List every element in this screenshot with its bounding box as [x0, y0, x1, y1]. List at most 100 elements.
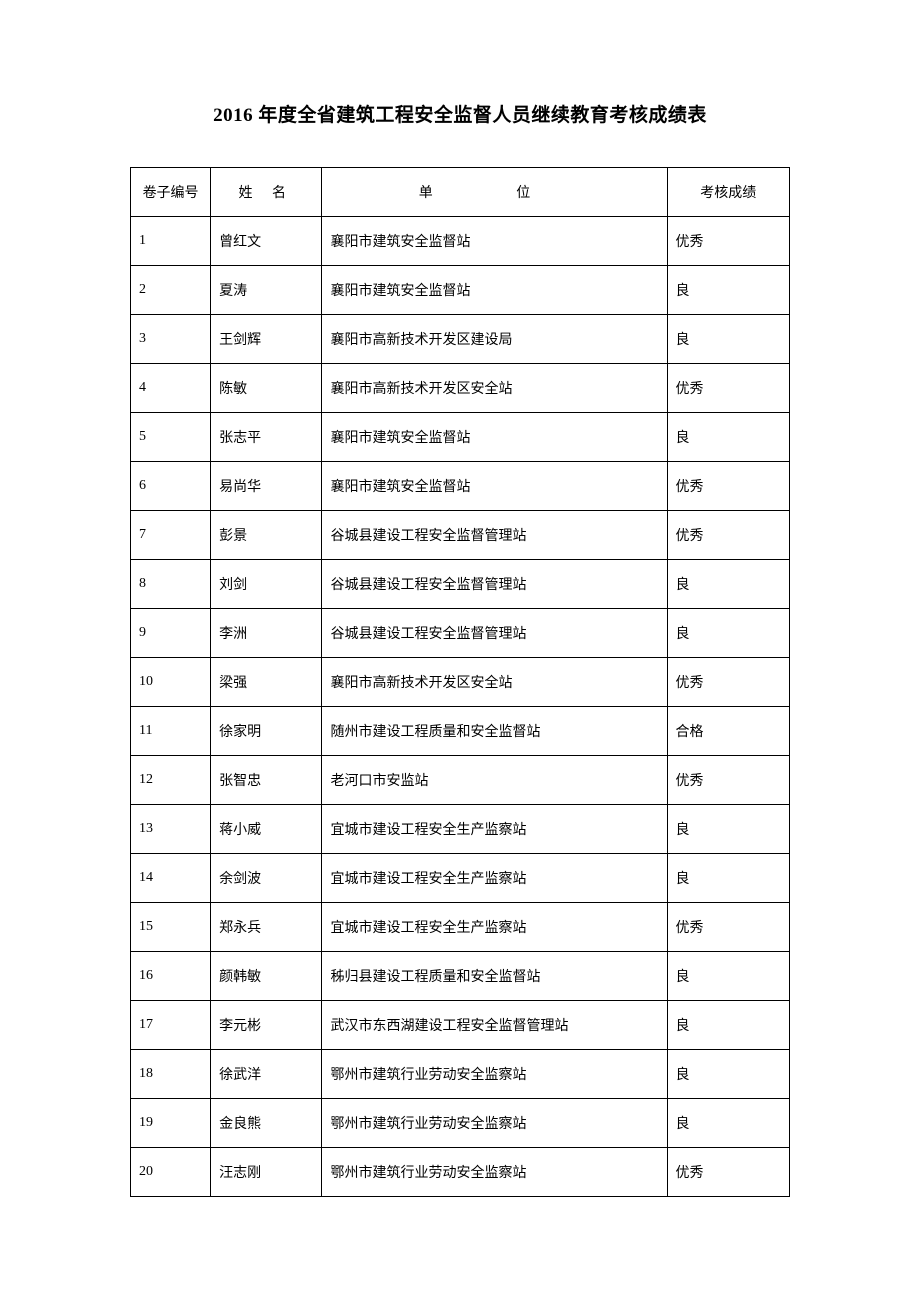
table-row: 15郑永兵宜城市建设工程安全生产监察站优秀 [131, 903, 790, 952]
cell-name: 张智忠 [211, 756, 322, 805]
cell-score: 良 [667, 413, 789, 462]
cell-name: 王剑辉 [211, 315, 322, 364]
cell-unit: 谷城县建设工程安全监督管理站 [322, 609, 667, 658]
cell-id: 18 [131, 1050, 211, 1099]
cell-score: 良 [667, 560, 789, 609]
cell-unit: 鄂州市建筑行业劳动安全监察站 [322, 1099, 667, 1148]
page-title: 2016 年度全省建筑工程安全监督人员继续教育考核成绩表 [130, 100, 790, 127]
table-row: 1曾红文襄阳市建筑安全监督站优秀 [131, 217, 790, 266]
cell-score: 优秀 [667, 364, 789, 413]
cell-score: 良 [667, 1099, 789, 1148]
cell-score: 优秀 [667, 217, 789, 266]
cell-id: 3 [131, 315, 211, 364]
cell-name: 李洲 [211, 609, 322, 658]
cell-score: 优秀 [667, 462, 789, 511]
cell-id: 20 [131, 1148, 211, 1197]
table-row: 7彭景谷城县建设工程安全监督管理站优秀 [131, 511, 790, 560]
table-header-row: 卷子编号 姓 名 单 位 考核成绩 [131, 168, 790, 217]
cell-id: 19 [131, 1099, 211, 1148]
cell-score: 优秀 [667, 658, 789, 707]
cell-id: 6 [131, 462, 211, 511]
cell-name: 易尚华 [211, 462, 322, 511]
cell-unit: 宜城市建设工程安全生产监察站 [322, 903, 667, 952]
cell-unit: 襄阳市建筑安全监督站 [322, 462, 667, 511]
cell-unit: 老河口市安监站 [322, 756, 667, 805]
cell-score: 良 [667, 805, 789, 854]
cell-name: 徐武洋 [211, 1050, 322, 1099]
cell-name: 徐家明 [211, 707, 322, 756]
table-row: 18徐武洋鄂州市建筑行业劳动安全监察站良 [131, 1050, 790, 1099]
cell-unit: 襄阳市高新技术开发区建设局 [322, 315, 667, 364]
table-row: 8刘剑谷城县建设工程安全监督管理站良 [131, 560, 790, 609]
cell-id: 4 [131, 364, 211, 413]
cell-score: 良 [667, 609, 789, 658]
cell-name: 刘剑 [211, 560, 322, 609]
table-row: 16颜韩敏秭归县建设工程质量和安全监督站良 [131, 952, 790, 1001]
cell-id: 15 [131, 903, 211, 952]
cell-id: 9 [131, 609, 211, 658]
cell-id: 1 [131, 217, 211, 266]
cell-id: 8 [131, 560, 211, 609]
cell-unit: 宜城市建设工程安全生产监察站 [322, 854, 667, 903]
cell-score: 良 [667, 266, 789, 315]
table-row: 17李元彬武汉市东西湖建设工程安全监督管理站良 [131, 1001, 790, 1050]
table-row: 9李洲谷城县建设工程安全监督管理站良 [131, 609, 790, 658]
table-row: 19金良熊鄂州市建筑行业劳动安全监察站良 [131, 1099, 790, 1148]
cell-unit: 武汉市东西湖建设工程安全监督管理站 [322, 1001, 667, 1050]
table-row: 6易尚华襄阳市建筑安全监督站优秀 [131, 462, 790, 511]
cell-unit: 谷城县建设工程安全监督管理站 [322, 511, 667, 560]
table-row: 20汪志刚鄂州市建筑行业劳动安全监察站优秀 [131, 1148, 790, 1197]
cell-id: 14 [131, 854, 211, 903]
table-row: 10梁强襄阳市高新技术开发区安全站优秀 [131, 658, 790, 707]
table-row: 11徐家明随州市建设工程质量和安全监督站合格 [131, 707, 790, 756]
score-table: 卷子编号 姓 名 单 位 考核成绩 1曾红文襄阳市建筑安全监督站优秀2夏涛襄阳市… [130, 167, 790, 1197]
cell-score: 良 [667, 952, 789, 1001]
table-row: 3王剑辉襄阳市高新技术开发区建设局良 [131, 315, 790, 364]
cell-score: 优秀 [667, 511, 789, 560]
cell-score: 良 [667, 1001, 789, 1050]
cell-score: 良 [667, 315, 789, 364]
table-row: 4陈敏襄阳市高新技术开发区安全站优秀 [131, 364, 790, 413]
table-row: 2夏涛襄阳市建筑安全监督站良 [131, 266, 790, 315]
cell-unit: 宜城市建设工程安全生产监察站 [322, 805, 667, 854]
cell-id: 17 [131, 1001, 211, 1050]
cell-name: 张志平 [211, 413, 322, 462]
cell-name: 余剑波 [211, 854, 322, 903]
cell-name: 彭景 [211, 511, 322, 560]
cell-unit: 鄂州市建筑行业劳动安全监察站 [322, 1148, 667, 1197]
cell-unit: 襄阳市高新技术开发区安全站 [322, 364, 667, 413]
cell-name: 颜韩敏 [211, 952, 322, 1001]
cell-id: 12 [131, 756, 211, 805]
cell-unit: 襄阳市建筑安全监督站 [322, 266, 667, 315]
header-id: 卷子编号 [131, 168, 211, 217]
cell-name: 曾红文 [211, 217, 322, 266]
header-name: 姓 名 [211, 168, 322, 217]
cell-unit: 鄂州市建筑行业劳动安全监察站 [322, 1050, 667, 1099]
cell-name: 汪志刚 [211, 1148, 322, 1197]
cell-score: 良 [667, 854, 789, 903]
cell-name: 梁强 [211, 658, 322, 707]
cell-id: 16 [131, 952, 211, 1001]
table-row: 12张智忠老河口市安监站优秀 [131, 756, 790, 805]
cell-score: 良 [667, 1050, 789, 1099]
cell-name: 郑永兵 [211, 903, 322, 952]
header-unit: 单 位 [322, 168, 667, 217]
cell-unit: 襄阳市建筑安全监督站 [322, 217, 667, 266]
cell-score: 优秀 [667, 903, 789, 952]
cell-unit: 襄阳市高新技术开发区安全站 [322, 658, 667, 707]
cell-unit: 谷城县建设工程安全监督管理站 [322, 560, 667, 609]
cell-unit: 秭归县建设工程质量和安全监督站 [322, 952, 667, 1001]
cell-name: 蒋小威 [211, 805, 322, 854]
cell-id: 10 [131, 658, 211, 707]
cell-name: 金良熊 [211, 1099, 322, 1148]
cell-id: 7 [131, 511, 211, 560]
cell-unit: 襄阳市建筑安全监督站 [322, 413, 667, 462]
cell-id: 11 [131, 707, 211, 756]
table-row: 14余剑波宜城市建设工程安全生产监察站良 [131, 854, 790, 903]
cell-id: 2 [131, 266, 211, 315]
cell-id: 5 [131, 413, 211, 462]
cell-name: 夏涛 [211, 266, 322, 315]
cell-id: 13 [131, 805, 211, 854]
cell-unit: 随州市建设工程质量和安全监督站 [322, 707, 667, 756]
cell-score: 合格 [667, 707, 789, 756]
